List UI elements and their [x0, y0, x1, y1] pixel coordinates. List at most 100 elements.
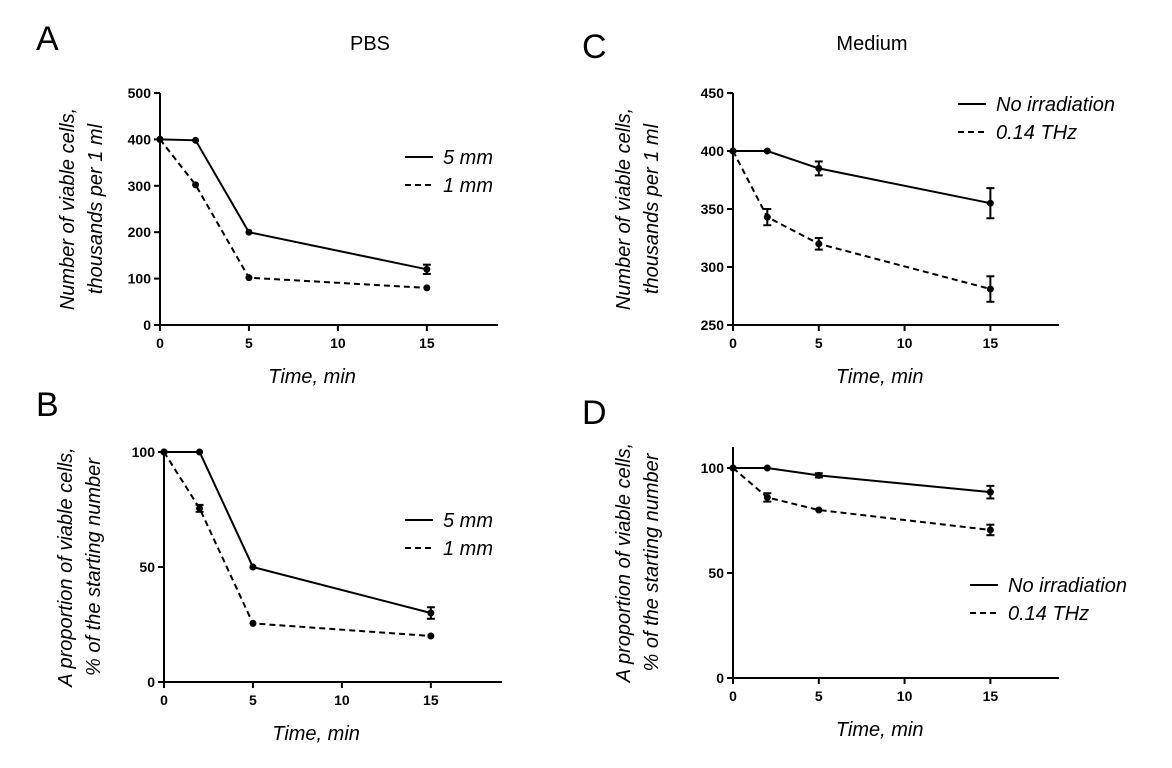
panel-b-x-tick-label: 0 [160, 692, 168, 708]
panel-a-series-1-mm-point [423, 284, 431, 292]
panel-d-series-no-irradiation-line [733, 467, 991, 494]
panel-b-series-5-mm-line [164, 451, 432, 614]
panel-c-y-tick-label: 450 [701, 85, 725, 101]
panel-a-series-1-mm-point [156, 135, 164, 143]
panel-c-x-tick-label: 10 [897, 335, 913, 351]
panel-d-series-0-14-thz-point [815, 506, 823, 514]
panel-a-x-tick-label: 15 [419, 335, 435, 351]
panel-a-y-axis-label: thousands per 1 ml [85, 123, 107, 294]
panel-b-series-1-mm-line [163, 451, 431, 637]
panel-c-series-0-14-thz-line [732, 150, 991, 290]
panel-c-series-0-14-thz-point [729, 147, 737, 155]
panel-c-series-0-14-thz-point [763, 213, 771, 221]
panel-a-x-tick-label: 0 [156, 335, 164, 351]
panel-c-y-tick-label: 250 [701, 317, 725, 333]
panel-b-series-1-mm-point [196, 504, 204, 512]
panel-a-legend-label: 1 mm [443, 175, 493, 197]
panel-d-legend-label: No irradiation [1008, 575, 1127, 597]
panel-a-x-axis-label: Time, min [268, 366, 356, 388]
panel-c-x-tick-label: 5 [815, 335, 823, 351]
panel-b-y-tick-label: 100 [132, 444, 156, 460]
panel-b-x-tick-label: 5 [249, 692, 257, 708]
panel-b-y-axis-label: A proportion of viable cells, [55, 447, 77, 687]
panel-d-x-tick-label: 10 [897, 688, 913, 704]
column-title-medium: Medium [836, 33, 907, 55]
panel-b-y-tick-label: 0 [147, 674, 155, 690]
panel-c-x-tick-label: 0 [729, 335, 737, 351]
panel-a-legend-label: 5 mm [443, 147, 493, 169]
panel-d-series-0-14-thz-line [732, 467, 991, 531]
panel-b-series-1-mm-point [249, 619, 257, 627]
panel-c-series-no-irradiation-point [986, 199, 994, 207]
panel-d-series-0-14-thz-point [729, 464, 737, 472]
panel-a-series-5-mm-point [192, 136, 200, 144]
panel-a-series-5-mm-point [245, 228, 253, 236]
panel-d-x-tick-label: 0 [729, 688, 737, 704]
panel-d-y-axis-label: A proportion of viable cells, [613, 443, 635, 683]
panel-b-y-tick-label: 50 [139, 559, 155, 575]
panel-a-y-tick-label: 300 [128, 178, 152, 194]
panel-a-y-tick-label: 200 [128, 224, 152, 240]
panel-b-series-5-mm-point [249, 563, 257, 571]
panel-b-series-5-mm-point [196, 448, 204, 456]
panel-c-y-tick-label: 350 [701, 201, 725, 217]
panel-c-series-0-14-thz-point [815, 240, 823, 248]
panel-a-y-axis-label: Number of viable cells, [57, 108, 79, 310]
panel-a-x-tick-label: 5 [245, 335, 253, 351]
panel-a-series-5-mm-line [159, 138, 428, 271]
panel-c-legend-label: 0.14 THz [996, 122, 1077, 144]
panel-a-series-1-mm-point [192, 181, 200, 189]
panel-d-series-0-14-thz-point [763, 493, 771, 501]
panel-d-y-tick-label: 50 [708, 565, 724, 581]
panel-letter-b: B [36, 386, 59, 424]
panel-b-legend-label: 1 mm [443, 538, 493, 560]
panel-d-legend-label: 0.14 THz [1008, 603, 1089, 625]
panel-d-x-tick-label: 5 [815, 688, 823, 704]
panel-a-series-1-mm-point [245, 274, 253, 282]
panel-b-x-tick-label: 15 [423, 692, 439, 708]
panel-c-series-0-14-thz-point [986, 285, 994, 293]
panel-c-y-axis-label: Number of viable cells, [613, 108, 635, 310]
panel-c-x-tick-label: 15 [983, 335, 999, 351]
panel-d-series-no-irradiation-point [815, 471, 823, 479]
panel-d-series-0-14-thz-point [986, 526, 994, 534]
panel-a-y-tick-label: 100 [128, 271, 152, 287]
panel-a-y-tick-label: 500 [128, 85, 152, 101]
panel-a-y-tick-label: 400 [128, 131, 152, 147]
panel-c-y-axis-label: thousands per 1 ml [641, 123, 663, 294]
panel-a-x-tick-label: 10 [330, 335, 346, 351]
panel-c-x-axis-label: Time, min [836, 366, 924, 388]
panel-d-x-tick-label: 15 [983, 688, 999, 704]
panel-d-chart: 0 5 10 15 0 50 100 Time, min A proportion of via… [613, 443, 1127, 741]
panel-c-series-no-irradiation-point [815, 164, 823, 172]
panel-d-y-tick-label: 0 [716, 670, 724, 686]
panel-c-series-no-irradiation-point [763, 147, 771, 155]
panel-b-legend-label: 5 mm [443, 510, 493, 532]
panel-b-series-5-mm-point [427, 609, 435, 617]
panel-c-legend-label: No irradiation [996, 94, 1115, 116]
panel-a-series-1-mm-line [159, 138, 427, 289]
panel-c-chart: 0 5 10 15 250 300 350 400 450 Time, min Number of … [613, 85, 1115, 388]
panel-b-y-axis-label: % of the starting number [83, 457, 105, 676]
panel-d-y-axis-label: % of the starting number [641, 452, 663, 671]
panel-letter-a: A [36, 20, 59, 58]
panel-b-x-axis-label: Time, min [272, 723, 360, 745]
panel-c-series-no-irradiation-line [733, 150, 991, 205]
panel-c-y-tick-label: 300 [701, 259, 725, 275]
panel-letter-d: D [582, 394, 607, 432]
panel-c-y-tick-label: 400 [701, 143, 725, 159]
panel-d-x-axis-label: Time, min [836, 719, 924, 741]
panel-b-series-1-mm-point [160, 448, 168, 456]
panel-a-series-5-mm-point [423, 265, 431, 273]
panel-a-chart: 0 5 10 15 0 100 200 300 400 500 Time, min Number of… [57, 85, 498, 388]
panel-letter-c: C [582, 28, 607, 66]
panel-b-series-1-mm-point [427, 632, 435, 640]
panel-d-y-tick-label: 100 [701, 460, 725, 476]
column-title-pbs: PBS [350, 33, 390, 55]
panel-d-series-no-irradiation-point [763, 464, 771, 472]
panel-b-x-tick-label: 10 [334, 692, 350, 708]
panel-b-chart: 0 5 10 15 0 50 100 Time, min A proportion of via… [55, 444, 502, 745]
panel-a-y-tick-label: 0 [143, 317, 151, 333]
panel-d-series-no-irradiation-point [986, 488, 994, 496]
